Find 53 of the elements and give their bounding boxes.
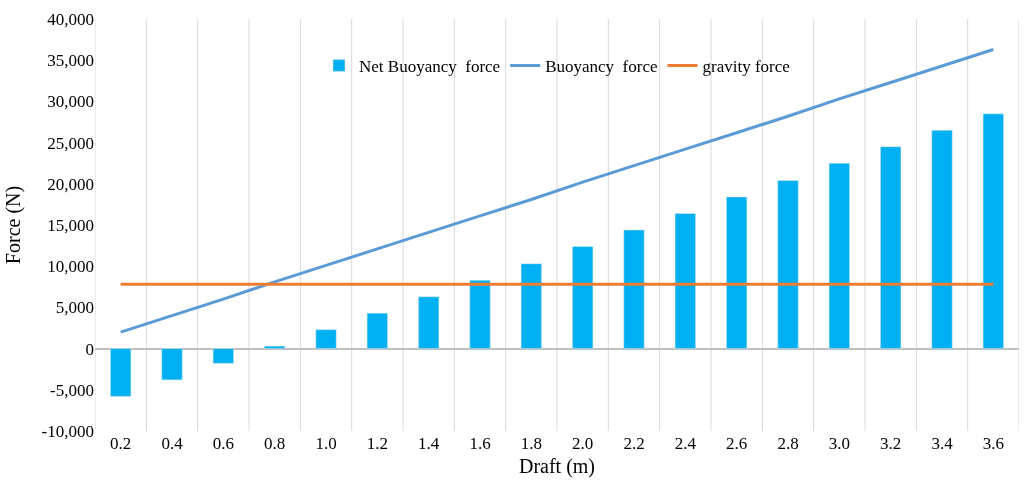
bar (880, 146, 902, 349)
y-tick-label: 25,000 (47, 133, 94, 153)
y-tick-label: 15,000 (47, 215, 94, 235)
bar (777, 180, 799, 349)
x-tick-label: 1.8 (520, 434, 542, 453)
x-axis-title: Draft (m) (518, 454, 596, 478)
x-tick-label: 0.8 (264, 434, 286, 453)
x-tick-label: 1.0 (315, 434, 337, 453)
bar (161, 348, 183, 381)
legend-label: Buoyancy force (545, 57, 658, 77)
bar (264, 345, 286, 349)
bar (418, 296, 440, 349)
legend-label: Net Buoyancy force (359, 57, 501, 77)
y-tick-label: -5,000 (50, 380, 94, 400)
y-tick-label: 10,000 (47, 257, 94, 277)
y-tick-label: 30,000 (47, 92, 94, 112)
x-tick-label: 2.8 (777, 434, 799, 453)
bar (572, 246, 594, 349)
bar (828, 162, 850, 349)
bar (726, 196, 748, 349)
bar (212, 348, 234, 364)
x-tick-label: 3.0 (828, 434, 850, 453)
legend-label: gravity force (702, 57, 790, 77)
bar (520, 263, 542, 349)
x-tick-label: 1.6 (469, 434, 491, 453)
x-tick-label: 2.0 (572, 434, 594, 453)
x-tick-label: 0.4 (161, 434, 184, 453)
x-tick-label: 2.4 (674, 434, 697, 453)
x-tick-label: 1.2 (366, 434, 388, 453)
x-tick-label: 2.2 (623, 434, 645, 453)
bar (110, 348, 132, 397)
x-tick-label: 0.6 (212, 434, 234, 453)
bar (469, 279, 491, 349)
y-tick-label: -10,000 (41, 421, 94, 441)
x-tick-label: 3.2 (880, 434, 902, 453)
x-tick-label: 0.2 (110, 434, 132, 453)
x-tick-label: 3.6 (982, 434, 1004, 453)
x-tick-label: 1.4 (418, 434, 440, 453)
bar (366, 312, 388, 349)
line-series (119, 47, 995, 334)
bar (982, 113, 1004, 349)
bar (674, 213, 696, 349)
x-tick-label: 3.4 (931, 434, 954, 453)
y-axis-title: Force (N) (2, 185, 26, 265)
y-tick-label: 40,000 (47, 9, 94, 29)
y-tick-label: 35,000 (47, 51, 94, 71)
y-tick-label: 5,000 (55, 298, 94, 318)
y-tick-label: 0 (85, 339, 94, 359)
x-tick-label: 2.6 (726, 434, 748, 453)
bar (931, 129, 953, 349)
bar (623, 229, 645, 349)
bar (315, 329, 337, 349)
y-tick-label: 20,000 (47, 174, 94, 194)
